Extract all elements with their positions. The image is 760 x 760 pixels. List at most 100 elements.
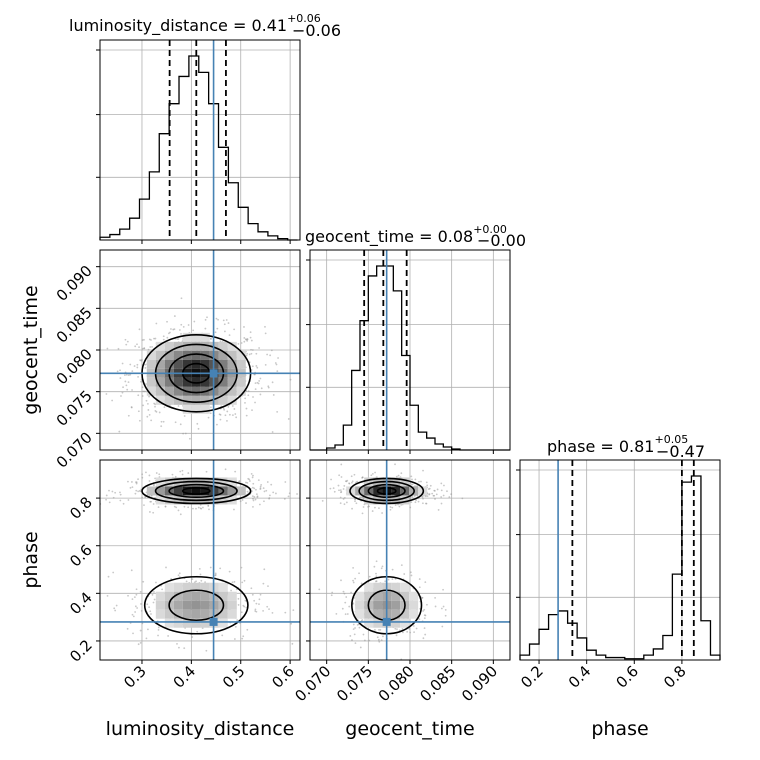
- sample-point: [158, 473, 161, 476]
- sample-point: [249, 331, 252, 334]
- sample-point: [418, 586, 421, 589]
- density-cell: [355, 600, 365, 610]
- density-cell: [218, 377, 228, 387]
- density-cell: [373, 582, 383, 592]
- sample-point: [410, 574, 413, 577]
- title-minus: −0.00: [477, 231, 526, 250]
- density-cell: [191, 618, 201, 628]
- sample-point: [339, 489, 342, 492]
- sample-point: [249, 336, 252, 339]
- sample-point: [375, 575, 378, 578]
- sample-point: [440, 482, 443, 485]
- sample-point: [145, 399, 148, 402]
- sample-point: [125, 343, 128, 346]
- sample-point: [254, 401, 256, 404]
- sample-point: [148, 480, 151, 482]
- sample-point: [187, 324, 190, 326]
- sample-point: [134, 492, 137, 495]
- sample-point: [122, 502, 125, 505]
- sample-point: [127, 480, 129, 483]
- density-cell: [155, 359, 165, 369]
- density-cell: [173, 486, 183, 496]
- density-cell: [364, 591, 374, 601]
- sample-point: [127, 414, 130, 417]
- sample-point: [403, 573, 406, 575]
- sample-point: [434, 605, 437, 608]
- sample-point: [145, 383, 147, 385]
- sample-point: [114, 609, 117, 612]
- sample-point: [209, 566, 212, 569]
- density-cell: [200, 591, 210, 601]
- sample-point: [424, 614, 427, 617]
- sample-point: [245, 414, 248, 417]
- sample-point: [219, 340, 222, 343]
- sample-point: [115, 604, 118, 607]
- sample-point: [287, 495, 290, 498]
- density-cell: [364, 477, 374, 487]
- sample-point: [259, 393, 262, 396]
- sample-point: [239, 500, 242, 503]
- sample-point: [437, 509, 440, 511]
- sample-point: [253, 599, 256, 602]
- density-cell: [155, 395, 165, 405]
- sample-point: [424, 495, 427, 498]
- sample-point: [166, 336, 169, 339]
- density-cell: [173, 591, 183, 601]
- density-cell: [400, 495, 410, 505]
- density-cell: [191, 404, 201, 414]
- sample-point: [354, 577, 357, 580]
- density-cell: [364, 618, 374, 628]
- contour-line: [143, 575, 249, 635]
- density-cell: [218, 341, 228, 351]
- sample-point: [355, 502, 358, 505]
- sample-point: [234, 470, 237, 473]
- sample-point: [429, 484, 432, 487]
- svg-text:luminosity_distance = 0.41+0.0: luminosity_distance = 0.41+0.06: [69, 12, 321, 36]
- sample-point: [247, 394, 250, 397]
- sample-point: [353, 473, 356, 476]
- sample-point: [348, 605, 351, 608]
- sample-point: [117, 347, 120, 350]
- y-tick-label: 0.085: [53, 303, 96, 346]
- sample-point: [338, 474, 341, 477]
- sample-point: [284, 611, 287, 614]
- sample-point: [268, 608, 270, 611]
- sample-point: [367, 505, 369, 508]
- sample-point: [183, 415, 186, 417]
- sample-point: [330, 478, 332, 481]
- density-cell: [227, 350, 237, 360]
- sample-point: [248, 480, 251, 482]
- sample-point: [258, 347, 261, 349]
- sample-point: [182, 432, 185, 435]
- sample-point: [255, 610, 258, 613]
- svg-text:geocent_time = 0.08+0.00: geocent_time = 0.08+0.00: [305, 223, 507, 247]
- sample-point: [162, 335, 165, 338]
- sample-point: [177, 405, 180, 407]
- sample-point: [145, 471, 147, 474]
- sample-point: [259, 485, 262, 488]
- density-cell: [146, 377, 156, 387]
- sample-point: [129, 373, 132, 376]
- sample-point: [448, 496, 451, 498]
- sample-point: [251, 365, 254, 368]
- sample-point: [243, 340, 246, 343]
- density-cell: [173, 359, 183, 369]
- sample-point: [207, 504, 210, 507]
- sample-point: [132, 615, 135, 618]
- contour-line: [154, 480, 238, 502]
- sample-point: [351, 481, 353, 484]
- sample-point: [204, 581, 207, 584]
- sample-point: [150, 419, 153, 422]
- x-tick-label: 0.4: [170, 662, 200, 692]
- sample-point: [200, 579, 203, 582]
- sample-point: [173, 505, 176, 508]
- density-cell: [155, 600, 165, 610]
- density-cell: [227, 600, 237, 610]
- sample-point: [133, 596, 136, 599]
- sample-point: [214, 574, 217, 576]
- sample-point: [135, 481, 137, 484]
- sample-point: [126, 388, 129, 391]
- sample-point: [245, 354, 248, 357]
- sample-point: [181, 469, 184, 472]
- sample-point: [352, 581, 355, 584]
